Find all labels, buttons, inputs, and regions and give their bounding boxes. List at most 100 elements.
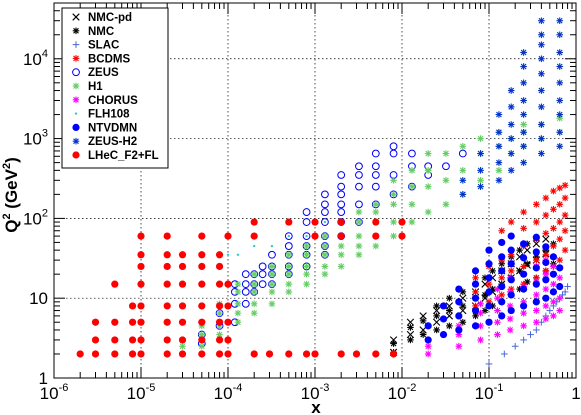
data-point-zeus-h2 bbox=[520, 143, 527, 150]
data-point-lhec-f2-fl bbox=[215, 350, 224, 358]
data-point-h1 bbox=[303, 270, 310, 278]
marker-stroke bbox=[72, 13, 80, 21]
data-point-lhec-f2-fl bbox=[198, 232, 206, 240]
marker-shape bbox=[252, 244, 256, 248]
data-point-nmc bbox=[407, 324, 414, 331]
data-point-h1 bbox=[390, 191, 397, 198]
data-point-h1 bbox=[285, 270, 293, 278]
data-point-lhec-f2-fl bbox=[178, 350, 187, 358]
data-point-lhec-f2-fl bbox=[215, 280, 224, 288]
marker-stroke bbox=[556, 79, 563, 86]
data-point-lhec-f2-fl bbox=[285, 350, 293, 358]
marker-stroke bbox=[477, 167, 484, 174]
data-point-h1 bbox=[268, 263, 276, 270]
data-point-h1 bbox=[250, 309, 258, 317]
marker-stroke bbox=[550, 188, 557, 194]
marker-stroke bbox=[538, 17, 545, 24]
marker-shape bbox=[215, 251, 224, 259]
marker-stroke bbox=[390, 177, 397, 184]
marker-stroke bbox=[556, 49, 563, 56]
legend-entry-zeus: ZEUS bbox=[72, 67, 119, 79]
marker-shape bbox=[485, 302, 493, 310]
data-point-chorus bbox=[506, 326, 514, 334]
data-point-chorus bbox=[477, 336, 484, 344]
marker-stroke bbox=[538, 121, 545, 128]
data-point-lhec-f2-fl bbox=[178, 302, 187, 310]
data-point-bcdms bbox=[533, 201, 540, 208]
marker-shape bbox=[137, 262, 145, 271]
marker-stroke bbox=[498, 292, 505, 298]
data-point-ntvdmn bbox=[498, 312, 506, 320]
legend-marker bbox=[72, 68, 80, 77]
data-point-bcdms bbox=[472, 274, 479, 282]
data-point-lhec-f2-fl bbox=[178, 262, 187, 271]
marker-stroke bbox=[73, 83, 79, 89]
data-point-ntvdmn bbox=[455, 298, 463, 306]
data-point-zeus bbox=[241, 287, 250, 296]
data-point-zeus bbox=[389, 190, 398, 199]
legend-entry-nmc-pd: NMC-pd bbox=[72, 12, 132, 24]
marker-shape bbox=[458, 149, 467, 158]
data-point-zeus-h2 bbox=[556, 49, 564, 56]
marker-stroke bbox=[303, 271, 310, 278]
data-point-zeus bbox=[337, 200, 346, 209]
data-point-lhec-f2-fl bbox=[128, 336, 137, 344]
marker-shape bbox=[520, 302, 528, 310]
data-point-bcdms bbox=[472, 288, 479, 296]
data-point-zeus-h2 bbox=[556, 111, 564, 118]
marker-shape bbox=[270, 244, 274, 248]
data-point-lhec-f2-fl bbox=[311, 232, 319, 240]
marker-shape bbox=[265, 350, 274, 358]
marker-stroke bbox=[550, 206, 557, 213]
data-point-zeus-h2 bbox=[495, 143, 503, 150]
data-point-h1 bbox=[355, 232, 363, 240]
data-point-lhec-f2-fl bbox=[224, 336, 232, 344]
marker-shape bbox=[471, 267, 480, 275]
legend-entry-slac: SLAC bbox=[72, 40, 119, 52]
marker-stroke bbox=[322, 263, 328, 270]
marker-shape bbox=[485, 318, 493, 326]
legend-marker bbox=[72, 13, 80, 21]
marker-shape bbox=[215, 336, 224, 344]
data-point-lhec-f2-fl bbox=[163, 251, 171, 259]
data-point-zeus-h2 bbox=[520, 79, 527, 87]
data-point-ntvdmn bbox=[549, 288, 558, 296]
series-ntvdmn bbox=[424, 232, 564, 344]
data-point-nmc bbox=[446, 307, 453, 314]
marker-shape bbox=[542, 243, 550, 251]
marker-shape bbox=[198, 262, 206, 271]
marker-shape bbox=[128, 302, 137, 310]
data-point-ntvdmn bbox=[520, 270, 528, 278]
marker-shape bbox=[91, 336, 100, 344]
marker-stroke bbox=[520, 111, 527, 118]
marker-stroke bbox=[556, 31, 563, 38]
marker-shape bbox=[337, 182, 346, 191]
marker-shape bbox=[215, 262, 224, 271]
data-point-zeus bbox=[268, 250, 276, 259]
legend-marker bbox=[72, 123, 80, 131]
marker-stroke bbox=[443, 201, 449, 208]
data-point-h1 bbox=[424, 167, 432, 174]
marker-stroke bbox=[533, 292, 540, 298]
marker-shape bbox=[198, 302, 206, 310]
marker-stroke bbox=[477, 300, 484, 307]
data-point-zeus bbox=[337, 171, 346, 179]
marker-shape bbox=[532, 264, 540, 272]
data-point-zeus bbox=[284, 232, 293, 240]
marker-stroke bbox=[477, 135, 484, 142]
marker-shape bbox=[302, 250, 311, 259]
data-point-h1 bbox=[216, 309, 223, 317]
data-point-zeus bbox=[302, 218, 311, 226]
marker-stroke bbox=[538, 150, 545, 157]
data-point-zeus bbox=[458, 149, 467, 158]
marker-stroke bbox=[425, 209, 432, 215]
data-point-bcdms bbox=[507, 267, 515, 275]
data-point-slac bbox=[485, 360, 493, 368]
marker-shape bbox=[258, 280, 267, 289]
marker-shape bbox=[355, 162, 363, 171]
marker-shape bbox=[389, 190, 398, 199]
data-point-zeus-h2 bbox=[495, 177, 503, 184]
marker-stroke bbox=[542, 235, 550, 243]
marker-shape bbox=[542, 276, 550, 284]
